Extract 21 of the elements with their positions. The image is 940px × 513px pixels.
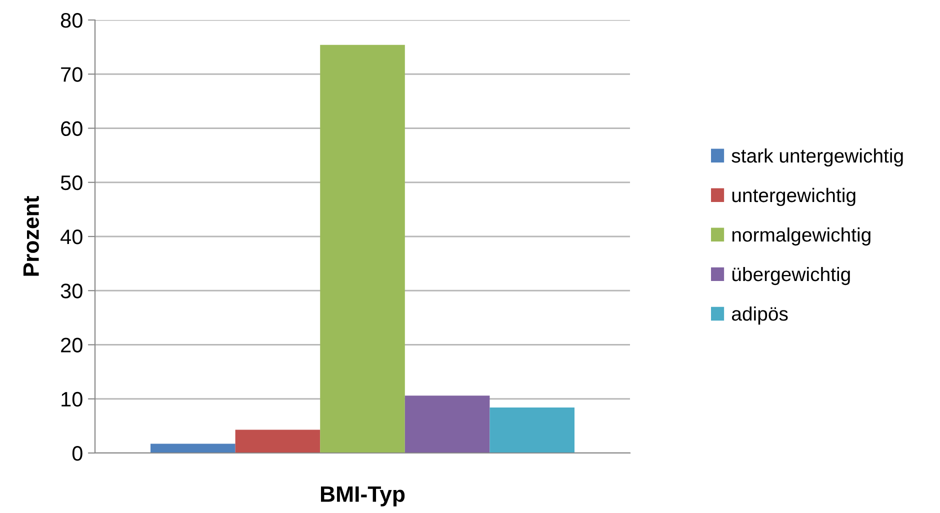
y-tick-label: 20: [61, 338, 82, 353]
bar: [320, 44, 405, 453]
y-tick-label: 60: [61, 121, 82, 136]
y-tick-label: 40: [60, 230, 82, 244]
legend-label: übergewichtig: [732, 266, 850, 286]
legend-label: stark untergewichtig: [732, 148, 903, 167]
x-axis-title: BMI-Typ: [320, 486, 405, 506]
y-tick-label: 80: [60, 13, 82, 28]
bar: [150, 444, 236, 453]
y-tick-label: 10: [62, 392, 82, 407]
y-tick-label: 0: [72, 446, 82, 461]
bar: [490, 408, 574, 453]
bar: [404, 396, 490, 453]
legend-label: untergewichtig: [732, 188, 856, 206]
legend-label: adipös: [732, 306, 788, 325]
y-tick-label: 70: [61, 67, 82, 82]
y-axis-title: Prozent: [23, 196, 39, 276]
y-tick-label: 50: [60, 175, 82, 190]
legend-label: normalgewichtig: [732, 227, 870, 246]
bar: [235, 430, 320, 453]
y-tick-label: 30: [60, 284, 82, 298]
